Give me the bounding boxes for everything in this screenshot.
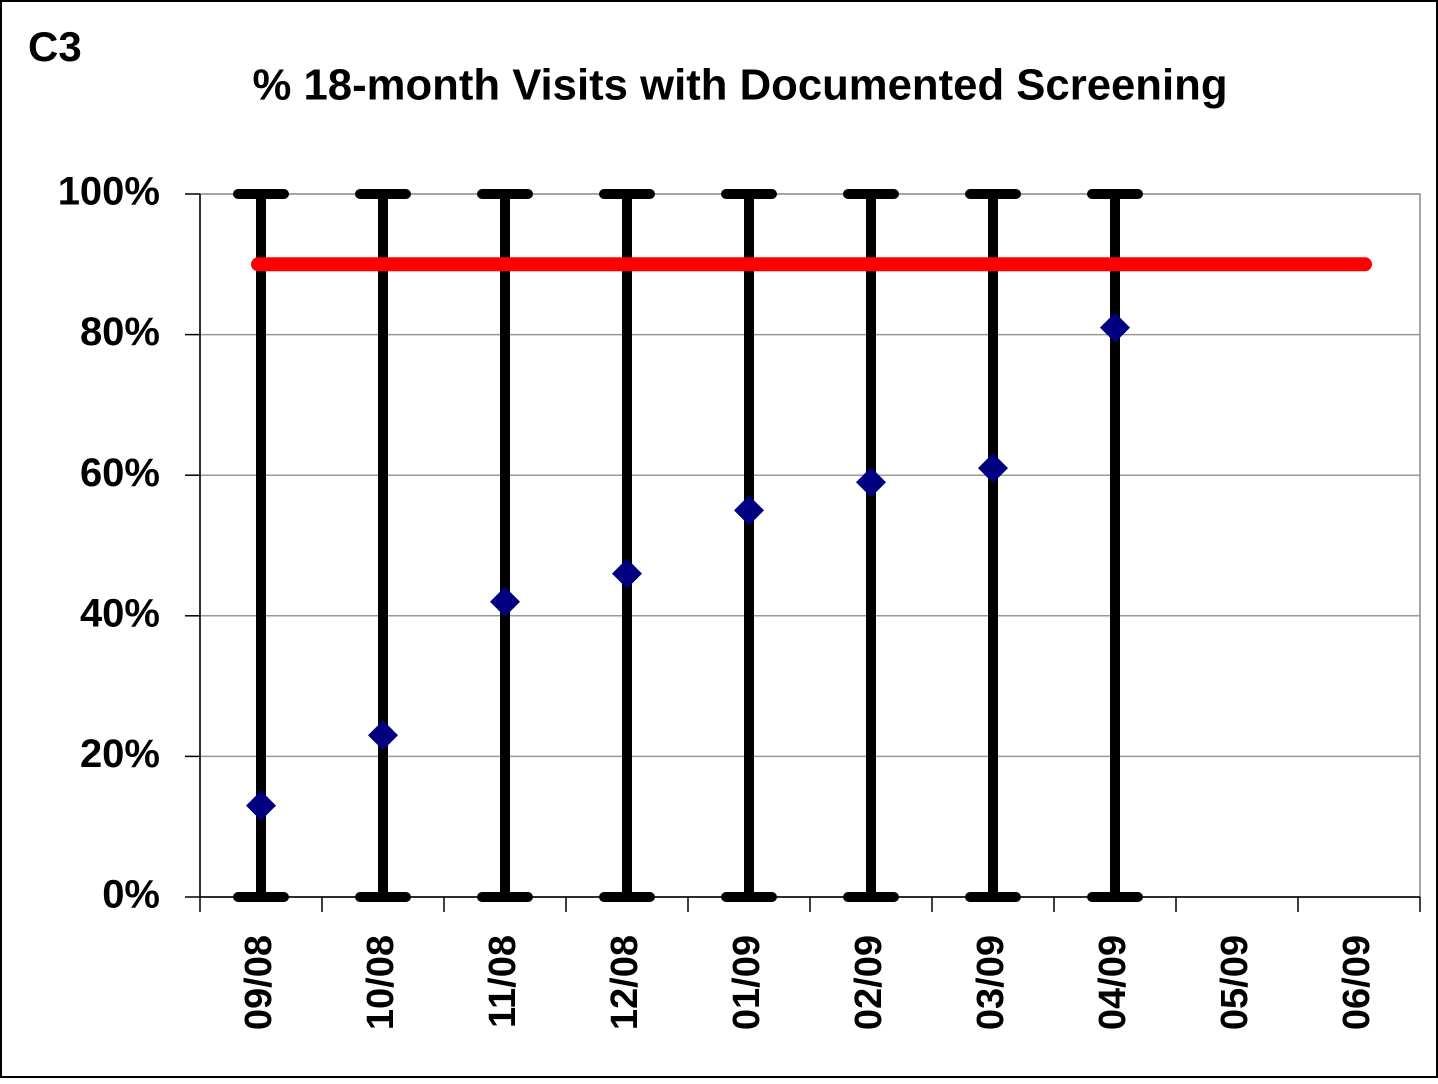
data-point <box>368 720 398 751</box>
data-point <box>856 467 886 498</box>
y-tick-label: 80% <box>80 310 160 354</box>
x-tick-label: 03/09 <box>970 935 1012 1030</box>
y-tick-label: 40% <box>80 591 160 635</box>
data-point <box>1100 312 1130 343</box>
x-tick-label: 05/09 <box>1214 935 1256 1030</box>
chart-label: C3 <box>28 23 82 70</box>
data-point <box>612 558 642 589</box>
chart-title: % 18-month Visits with Documented Screen… <box>253 61 1228 110</box>
y-tick-label: 20% <box>80 732 160 776</box>
y-tick-label: 0% <box>102 873 160 917</box>
data-point <box>490 586 520 617</box>
data-point <box>978 453 1008 484</box>
data-point <box>246 790 276 821</box>
x-tick-label: 09/08 <box>238 935 280 1030</box>
x-tick-label: 01/09 <box>726 935 768 1030</box>
data-point <box>734 495 764 526</box>
y-tick-label: 100% <box>58 170 160 214</box>
y-tick-label: 60% <box>80 451 160 495</box>
x-tick-label: 04/09 <box>1092 935 1134 1030</box>
x-tick-label: 11/08 <box>482 935 524 1028</box>
x-tick-label: 12/08 <box>604 935 646 1030</box>
x-tick-label: 02/09 <box>848 935 890 1030</box>
x-tick-label: 06/09 <box>1336 935 1378 1030</box>
x-tick-label: 10/08 <box>360 935 402 1030</box>
